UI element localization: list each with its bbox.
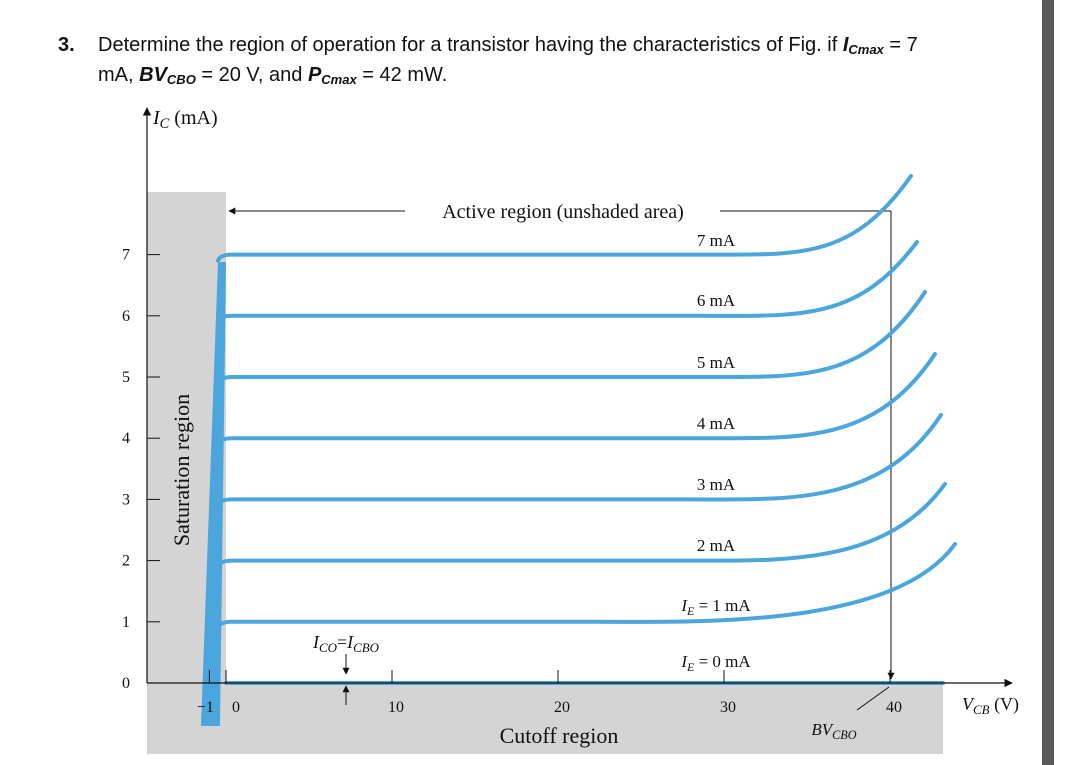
y-tick-label-3: 3 <box>122 491 130 508</box>
curve-label-2ma: 2 mA <box>697 536 736 555</box>
x-tick-label-20: 20 <box>554 699 570 716</box>
question-line-2: mA, BVCBO = 20 V, and PCmax = 42 mW. <box>98 61 447 94</box>
pcmax-subscript: Cmax <box>321 72 357 87</box>
curve-5ma <box>216 290 927 385</box>
curve-1ma <box>216 542 957 630</box>
icmax-subscript: Cmax <box>848 42 884 57</box>
x-tick-label-0: 0 <box>232 699 240 716</box>
curve-2ma <box>216 482 947 569</box>
y-tick-label-0: 0 <box>122 675 130 692</box>
y-tick-label-4: 4 <box>122 430 130 447</box>
y-tick-label-6: 6 <box>122 308 130 325</box>
cutoff-region-shade <box>147 683 943 754</box>
x-tick-label-40: 40 <box>886 699 902 716</box>
curve-label-1ma: IE = 1 mA <box>680 596 751 618</box>
cutoff-region-label: Cutoff region <box>500 723 619 748</box>
curve-label-5ma: 5 mA <box>697 353 736 372</box>
bvcbo-leader <box>856 686 890 711</box>
curve-label-0ma: IE = 0 mA <box>680 652 751 674</box>
question-text: Determine the region of operation for a … <box>98 31 998 64</box>
active-region-label: Active region (unshaded area) <box>442 201 684 223</box>
curve-6ma <box>216 240 919 324</box>
curve-label-4ma: 4 mA <box>697 414 736 433</box>
bvcbo-label: BVCBO <box>811 720 856 742</box>
curve-label-6ma: 6 mA <box>697 291 736 310</box>
x-tick-label-30: 30 <box>720 699 736 716</box>
curve-label-3ma: 3 mA <box>697 475 736 494</box>
curve-4ma <box>216 352 937 447</box>
y-tick-label-7: 7 <box>122 247 130 264</box>
ico-label: ICO=ICBO <box>312 632 380 655</box>
x-tick-label-10: 10 <box>388 699 404 716</box>
x-axis-title: VCB (V) <box>962 694 1019 717</box>
y-axis-title: IC (mA) <box>152 107 218 132</box>
question-text-b: = 7 <box>883 34 918 56</box>
curve-label-7ma: 7 mA <box>697 231 736 250</box>
question-text-d: = 20 V, and <box>195 64 308 86</box>
curve-3ma <box>216 413 943 508</box>
question-text-a: Determine the region of operation for a … <box>98 34 843 56</box>
scrollbar[interactable] <box>1042 0 1054 765</box>
bvcbo-subscript: CBO <box>166 72 196 87</box>
x-tick-label--1: −1 <box>197 699 214 716</box>
saturation-region-label: Saturation region <box>169 394 194 546</box>
question-text-e: = 42 mW. <box>356 64 448 86</box>
question-text-c: mA, <box>98 64 140 86</box>
y-tick-label-2: 2 <box>122 553 130 570</box>
y-tick-label-1: 1 <box>122 614 130 631</box>
bvcbo-symbol: BV <box>139 64 167 86</box>
pcmax-symbol: P <box>307 64 322 86</box>
y-tick-label-5: 5 <box>122 369 130 386</box>
characteristics-chart: Active region (unshaded area) 0 1 2 3 4 5 6 7 −1 0… <box>122 107 1019 754</box>
icmax-symbol: I <box>842 34 849 56</box>
question-number: 3. <box>58 34 75 56</box>
curve-7ma <box>216 174 913 263</box>
